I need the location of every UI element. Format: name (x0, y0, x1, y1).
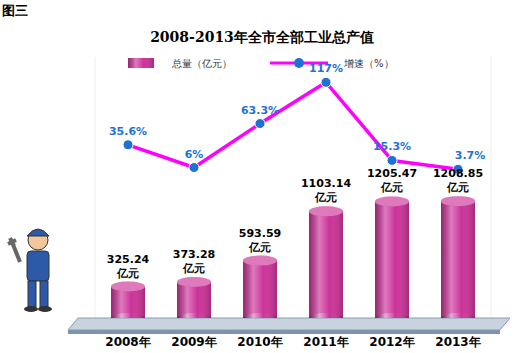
legend-marker (294, 58, 304, 68)
legend-swatch (128, 58, 154, 68)
bar-shine (243, 261, 277, 318)
label-line: 1103.14 (301, 177, 351, 190)
bar (375, 201, 409, 318)
bar-shine (375, 201, 409, 318)
growth-data-label: 35.6% (109, 125, 147, 138)
label-line: 亿元 (248, 241, 271, 254)
worker-leg (28, 281, 36, 307)
x-tick-label: 2013年 (435, 335, 480, 349)
label-line: 亿元 (314, 191, 337, 204)
bar-top (375, 196, 409, 206)
bar-group (111, 282, 145, 318)
platform-edge (68, 330, 500, 334)
bar-top-shine (243, 256, 277, 266)
growth-data-label: 3.7% (455, 149, 486, 162)
bar-shine (309, 211, 343, 318)
y2-axis-line (491, 57, 492, 318)
bar-bottom-shine (177, 313, 211, 318)
bar (243, 261, 277, 318)
growth-marker (123, 140, 133, 150)
label-line: 亿元 (116, 267, 139, 280)
chart: 图三 2008-2013年全市全部工业总产值总量（亿元） 增速（%） 2008年 200… (0, 0, 520, 353)
label-line: 1208.85 (433, 167, 483, 180)
bar (309, 211, 343, 318)
worker-cap (27, 229, 49, 236)
bar-group (375, 196, 409, 318)
bar-data-label: 1208.85亿元 (433, 167, 483, 194)
label-line: 373.28 (173, 248, 215, 261)
label-line: 1205.47 (367, 167, 417, 180)
bar-top-shine (441, 196, 475, 206)
label-line: 593.59 (239, 227, 281, 240)
bar-top (111, 282, 145, 292)
bar-top-shine (177, 277, 211, 287)
bar-data-label: 1103.14亿元 (301, 177, 351, 204)
growth-data-label: 6% (185, 148, 204, 161)
bar-data-label: 593.59亿元 (239, 227, 281, 254)
worker-shoe (24, 306, 38, 312)
bar-bottom-shine (309, 313, 343, 318)
x-tick-label: 2011年 (303, 335, 348, 349)
label-line: 亿元 (380, 181, 403, 194)
label-line: 325.24 (107, 253, 150, 266)
bar-data-label: 1205.47亿元 (367, 167, 417, 194)
bar-group (441, 196, 475, 318)
y-axis-line (95, 57, 96, 318)
data-labels: 325.24亿元373.28亿元593.59亿元1103.14亿元1205.47… (107, 62, 485, 279)
plot-area (111, 77, 475, 318)
growth-marker (387, 155, 397, 165)
bar-top (309, 206, 343, 216)
bar (177, 282, 211, 318)
bar-top-shine (375, 196, 409, 206)
bar-data-label: 373.28亿元 (173, 248, 215, 275)
bar-top (243, 256, 277, 266)
label-line: 亿元 (446, 181, 469, 194)
legend: 总量（亿元） 增速（%） (128, 58, 394, 69)
bar-data-label: 325.24亿元 (107, 253, 150, 280)
x-tick-label: 2010年 (237, 335, 282, 349)
bar-bottom-shine (243, 313, 277, 318)
title: 2008-2013年全市全部工业总产值 (150, 29, 374, 45)
legend-label: 总量（亿元） (171, 58, 232, 69)
bar-group (177, 277, 211, 318)
label-line: 亿元 (182, 262, 205, 275)
x-tick-label: 2009年 (171, 335, 216, 349)
bar-bottom-shine (375, 313, 409, 318)
growth-marker (189, 163, 199, 173)
bar-top-shine (111, 282, 145, 292)
growth-data-label: 117% (309, 62, 343, 75)
growth-marker (321, 77, 331, 87)
bar-shine (177, 282, 211, 318)
growth-data-label: 15.3% (373, 140, 411, 153)
worker-head (28, 230, 48, 250)
bar (441, 201, 475, 318)
bar-bottom-shine (111, 313, 145, 318)
bar-top-shine (309, 206, 343, 216)
growth-marker (255, 119, 265, 129)
bar-group (309, 206, 343, 318)
legend-label: 增速（%） (343, 58, 394, 69)
worker-icon (8, 229, 52, 312)
legend-swatch-shine (128, 58, 154, 68)
x-tick-label: 2012年 (369, 335, 414, 349)
bar-top (177, 277, 211, 287)
worker-wrench (8, 238, 20, 262)
bar-top (441, 196, 475, 206)
figure-label: 图三 (2, 3, 28, 18)
bar-bottom-shine (441, 313, 475, 318)
worker-leg (40, 281, 48, 307)
growth-data-label: 63.3% (241, 104, 279, 117)
growth-line (128, 82, 458, 169)
bar-group (243, 256, 277, 318)
platform (68, 318, 510, 330)
bar-shine (441, 201, 475, 318)
worker-shoe (38, 306, 52, 312)
worker-body (27, 251, 49, 281)
x-tick-label: 2008年 (105, 335, 150, 349)
